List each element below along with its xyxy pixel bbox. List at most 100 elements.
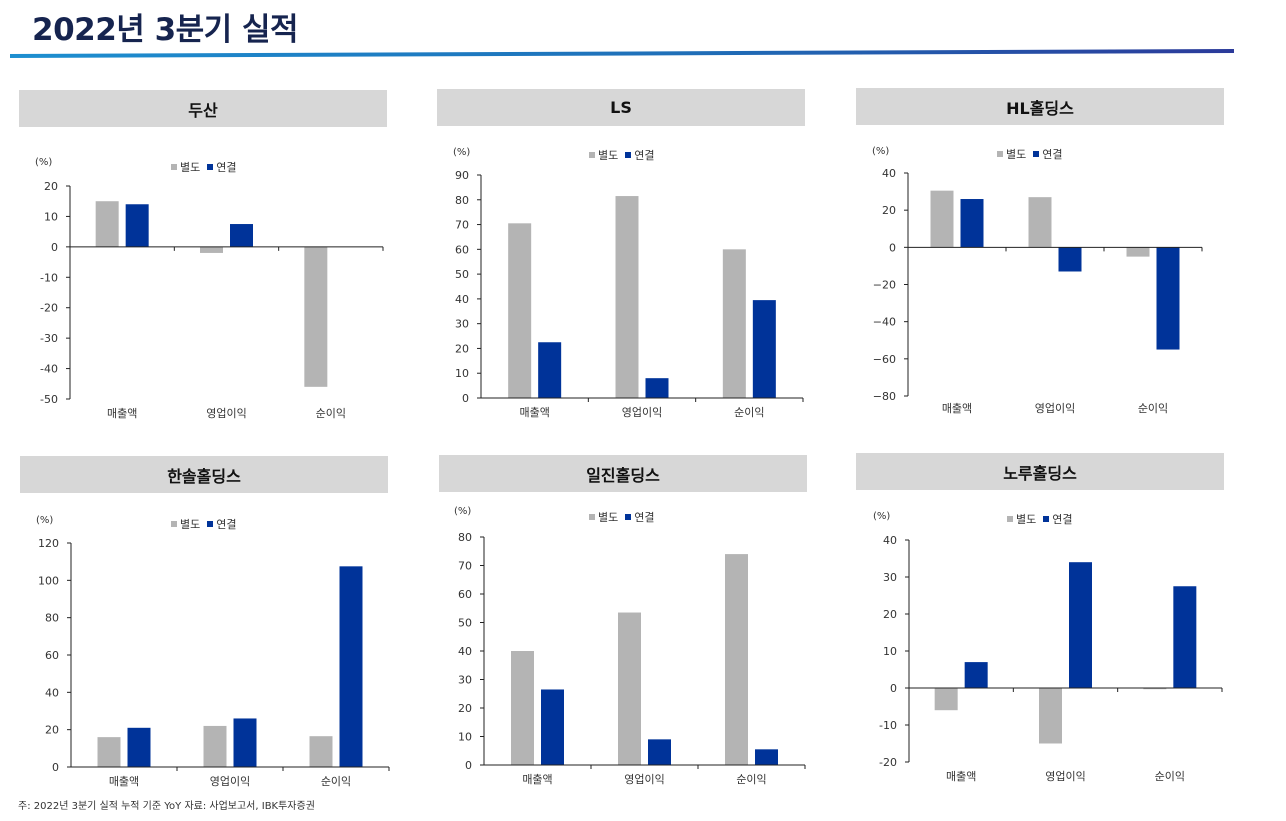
bar-consolidated-1 xyxy=(125,204,149,247)
legend: 별도 연결 xyxy=(589,147,655,163)
y-tick-label: 30 xyxy=(458,674,472,687)
x-category-label: 순이익 xyxy=(736,773,766,786)
bar-separate-2 xyxy=(200,246,223,253)
title-underline xyxy=(10,49,1234,58)
x-category-label: 영업이익 xyxy=(210,775,250,788)
bar-consolidated-3 xyxy=(1156,247,1180,350)
legend: 별도 연결 xyxy=(997,146,1063,162)
legend-swatch-consolidated xyxy=(625,514,632,520)
y-tick-label: 20 xyxy=(45,724,59,737)
y-tick-label: -20 xyxy=(40,302,58,315)
x-category-label: 순이익 xyxy=(1155,770,1185,783)
y-tick-label: −40 xyxy=(873,316,896,329)
bar-consolidated-3 xyxy=(339,566,363,767)
legend-label-consolidated: 연결 xyxy=(1052,513,1073,526)
bar-consolidated-1 xyxy=(541,689,564,765)
y-tick-label: 40 xyxy=(883,534,897,547)
chart-panel-hansol-holdings: 한솔홀딩스 (%) 별도 연결 120 100 80 60 40 20 0 매출액 영업이익 순이… xyxy=(20,456,390,816)
y-tick-label: 20 xyxy=(455,342,469,355)
y-tick-label: -50 xyxy=(40,393,58,406)
x-category-label: 순이익 xyxy=(734,406,764,419)
x-category-label: 영업이익 xyxy=(624,773,664,786)
y-tick-label: 120 xyxy=(38,537,59,550)
unit-label: (%) xyxy=(36,515,54,526)
y-tick-label: 0 xyxy=(890,682,897,695)
y-tick-label: 60 xyxy=(455,243,469,256)
bar-separate-2 xyxy=(203,725,227,767)
chart-panel-hl-holdings: HL홀딩스 (%) 별도 연결 40 20 0 −20 −40 −60 −80 매출액 영업이익… xyxy=(856,88,1226,448)
footnote: 주: 2022년 3분기 실적 누적 기준 YoY 자료: 사업보고서, IBK… xyxy=(18,801,315,812)
bar-consolidated-1 xyxy=(538,342,562,398)
legend-label-consolidated: 연결 xyxy=(216,161,237,174)
legend-swatch-separate xyxy=(589,514,595,520)
x-category-label: 영업이익 xyxy=(206,407,246,420)
y-tick-label: -40 xyxy=(40,363,58,376)
y-tick-label: 20 xyxy=(44,180,58,193)
y-tick-label: 30 xyxy=(455,318,469,331)
bar-chart: 20 10 0 -10 -20 -30 -40 -50 매출액 영업이익 순이익 xyxy=(40,180,384,420)
y-tick-label: 70 xyxy=(455,219,469,232)
unit-label: (%) xyxy=(35,157,53,168)
legend-label-separate: 별도 xyxy=(180,161,201,174)
y-tick-label: 90 xyxy=(455,169,469,182)
y-tick-label: 10 xyxy=(458,731,472,744)
legend-label-consolidated: 연결 xyxy=(634,149,655,162)
legend-label-separate: 별도 xyxy=(180,518,201,531)
bar-consolidated-2 xyxy=(648,739,671,765)
bar-separate-2 xyxy=(618,612,641,765)
chart-panel-noroo-holdings: 노루홀딩스 (%) 별도 연결 40 30 20 10 0 -10 -20 매출액 영업이익 순이… xyxy=(856,453,1226,813)
x-category-label: 순이익 xyxy=(1138,402,1168,415)
unit-label: (%) xyxy=(872,146,890,157)
y-tick-label: 20 xyxy=(458,702,472,715)
bar-consolidated-1 xyxy=(127,727,151,767)
bar-separate-1 xyxy=(508,223,532,398)
bar-chart: 80 70 60 50 40 30 20 10 0 매출액 영업이익 순이익 xyxy=(458,531,806,786)
y-tick-label: 40 xyxy=(45,686,59,699)
y-tick-label: 60 xyxy=(458,588,472,601)
legend-swatch-separate xyxy=(171,521,177,527)
x-category-label: 매출액 xyxy=(942,402,972,415)
legend-swatch-consolidated xyxy=(1043,516,1050,522)
legend-swatch-separate xyxy=(1007,516,1013,522)
bar-separate-1 xyxy=(930,190,954,248)
legend-swatch-consolidated xyxy=(207,164,214,170)
chart-title: 두산 xyxy=(19,90,387,127)
bar-separate-1 xyxy=(934,688,958,711)
chart-title: 일진홀딩스 xyxy=(439,455,807,492)
bar-consolidated-3 xyxy=(752,300,776,398)
x-category-label: 순이익 xyxy=(321,775,351,788)
chart-panel-ls: LS (%) 별도 연결 90 80 70 60 50 40 30 20 10 0 매출액 영업이익 순… xyxy=(437,89,807,449)
x-category-label: 매출액 xyxy=(522,773,552,786)
y-tick-label: -10 xyxy=(879,719,897,732)
y-tick-label: -10 xyxy=(40,271,58,284)
page-title: 2022년 3분기 실적 xyxy=(32,12,299,48)
legend-label-separate: 별도 xyxy=(598,149,619,162)
legend: 별도 연결 xyxy=(171,516,237,532)
y-tick-label: 40 xyxy=(458,645,472,658)
legend-swatch-separate xyxy=(171,164,177,170)
bar-separate-3 xyxy=(1143,688,1167,690)
legend-label-consolidated: 연결 xyxy=(216,518,237,531)
bar-separate-1 xyxy=(97,737,121,767)
bar-separate-3 xyxy=(309,736,333,767)
y-tick-label: −20 xyxy=(873,279,896,292)
y-tick-label: 0 xyxy=(889,241,896,254)
bar-separate-1 xyxy=(511,651,534,765)
x-category-label: 순이익 xyxy=(316,407,346,420)
unit-label: (%) xyxy=(454,506,472,517)
bar-separate-3 xyxy=(725,554,748,765)
bar-chart: 90 80 70 60 50 40 30 20 10 0 매출액 영업이익 순이익 xyxy=(455,169,804,419)
bar-consolidated-2 xyxy=(233,718,257,767)
bar-chart: 120 100 80 60 40 20 0 매출액 영업이익 순이익 xyxy=(38,537,390,788)
y-tick-label: 20 xyxy=(883,608,897,621)
legend: 별도 연결 xyxy=(1007,511,1073,527)
legend-swatch-separate xyxy=(589,152,595,158)
legend-label-consolidated: 연결 xyxy=(634,511,655,524)
y-tick-label: 10 xyxy=(883,645,897,658)
legend-swatch-separate xyxy=(997,151,1003,157)
bar-separate-2 xyxy=(615,196,639,398)
x-category-label: 매출액 xyxy=(519,406,549,419)
x-category-label: 영업이익 xyxy=(1045,770,1085,783)
y-tick-label: 60 xyxy=(45,649,59,662)
y-tick-label: −60 xyxy=(873,353,896,366)
